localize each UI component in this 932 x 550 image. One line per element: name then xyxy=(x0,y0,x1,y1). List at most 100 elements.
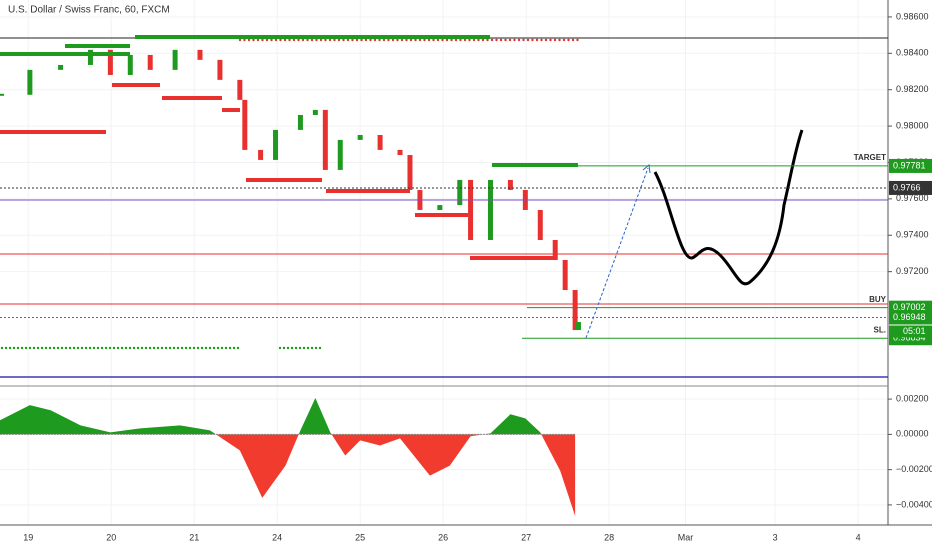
candle xyxy=(377,135,383,150)
plot xyxy=(0,0,888,525)
signal-dot xyxy=(52,346,56,350)
signal-dot xyxy=(144,346,148,350)
signal-dot xyxy=(382,38,386,42)
signal-dot xyxy=(100,346,104,350)
signal-dot xyxy=(128,346,132,350)
candle xyxy=(297,114,303,130)
price-tag xyxy=(889,180,932,195)
signal-dot xyxy=(252,38,255,42)
y-tick-label: 0.97600 xyxy=(896,193,929,203)
signal-dot xyxy=(517,38,521,42)
candle xyxy=(258,149,264,160)
signal-dot xyxy=(387,38,390,42)
signal-dot xyxy=(468,38,471,42)
y-tick-label: 0.00000 xyxy=(896,429,929,439)
signal-dot xyxy=(156,346,160,350)
signal-dot xyxy=(310,346,314,350)
signal-dot xyxy=(310,38,314,42)
signal-dot xyxy=(88,346,92,350)
signal-dot xyxy=(112,346,116,350)
x-tick-label: 21 xyxy=(189,532,199,542)
signal-dot xyxy=(297,38,300,42)
signal-dot xyxy=(477,38,480,42)
signal-dot xyxy=(526,38,530,42)
x-tick-label: 4 xyxy=(856,532,861,542)
signal-dot xyxy=(342,38,345,42)
signal-dot xyxy=(208,346,212,350)
signal-dot xyxy=(315,38,318,42)
signal-dot xyxy=(409,38,413,42)
signal-dot xyxy=(180,346,184,350)
signal-dot xyxy=(92,346,96,350)
signal-dot xyxy=(192,346,196,350)
signal-dot xyxy=(36,346,40,350)
candle xyxy=(457,179,463,206)
signal-dot xyxy=(328,38,332,42)
signal-dot xyxy=(278,346,282,350)
signal-dot xyxy=(549,38,552,42)
oscillator-area-negative xyxy=(0,434,576,517)
signal-dot xyxy=(176,346,180,350)
signal-dot xyxy=(562,38,566,42)
signal-dot xyxy=(481,38,485,42)
signal-dot xyxy=(351,38,354,42)
signal-dot xyxy=(378,38,381,42)
signal-dot xyxy=(288,38,291,42)
signal-dot xyxy=(432,38,435,42)
candle xyxy=(197,49,203,60)
signal-dot xyxy=(400,38,404,42)
candle xyxy=(242,99,248,150)
signal-dot xyxy=(216,346,220,350)
signal-dot xyxy=(168,346,172,350)
signal-dot xyxy=(333,38,336,42)
signal-dot xyxy=(84,346,88,350)
oscillator-area-positive xyxy=(0,398,542,435)
signal-dot xyxy=(373,38,377,42)
price-tag-label: 0.97781 xyxy=(893,160,926,170)
signal-dot xyxy=(540,38,543,42)
signal-dot xyxy=(282,346,286,350)
level-tag: TARGET xyxy=(854,153,886,162)
signal-dot xyxy=(423,38,426,42)
candle xyxy=(237,79,243,100)
candle xyxy=(273,129,279,160)
signal-dot xyxy=(405,38,408,42)
signal-dot xyxy=(450,38,453,42)
signal-dot xyxy=(360,38,363,42)
signal-dot xyxy=(314,346,318,350)
signal-dot xyxy=(12,346,16,350)
signal-dot xyxy=(24,346,28,350)
y-tick-label: −0.00200 xyxy=(896,464,932,474)
x-tick-label: Mar xyxy=(678,532,694,542)
signal-dot xyxy=(290,346,294,350)
price-tag xyxy=(889,158,932,173)
signal-dot xyxy=(96,346,100,350)
signal-dot xyxy=(454,38,458,42)
candle xyxy=(552,239,558,261)
signal-dot xyxy=(396,38,399,42)
signal-dot xyxy=(463,38,467,42)
candle xyxy=(575,322,581,331)
candle xyxy=(312,109,318,115)
signal-dot xyxy=(571,38,575,42)
signal-dot xyxy=(508,38,512,42)
candle xyxy=(357,135,363,140)
signal-dot xyxy=(301,38,305,42)
x-tick-label: 20 xyxy=(106,532,116,542)
y-tick-label: −0.00400 xyxy=(896,499,932,509)
signal-dot xyxy=(298,346,302,350)
signal-dot xyxy=(76,346,80,350)
candle xyxy=(397,149,403,156)
signal-dot xyxy=(270,38,273,42)
resistance-segments xyxy=(0,83,555,260)
signal-dot xyxy=(188,346,192,350)
signal-dot xyxy=(256,38,260,42)
signal-dot xyxy=(200,346,204,350)
signal-dot xyxy=(243,38,246,42)
signal-dot xyxy=(64,346,68,350)
candle xyxy=(147,54,153,70)
signal-dot xyxy=(490,38,494,42)
signal-dot xyxy=(414,38,417,42)
signal-dot xyxy=(495,38,498,42)
candle xyxy=(87,49,93,65)
